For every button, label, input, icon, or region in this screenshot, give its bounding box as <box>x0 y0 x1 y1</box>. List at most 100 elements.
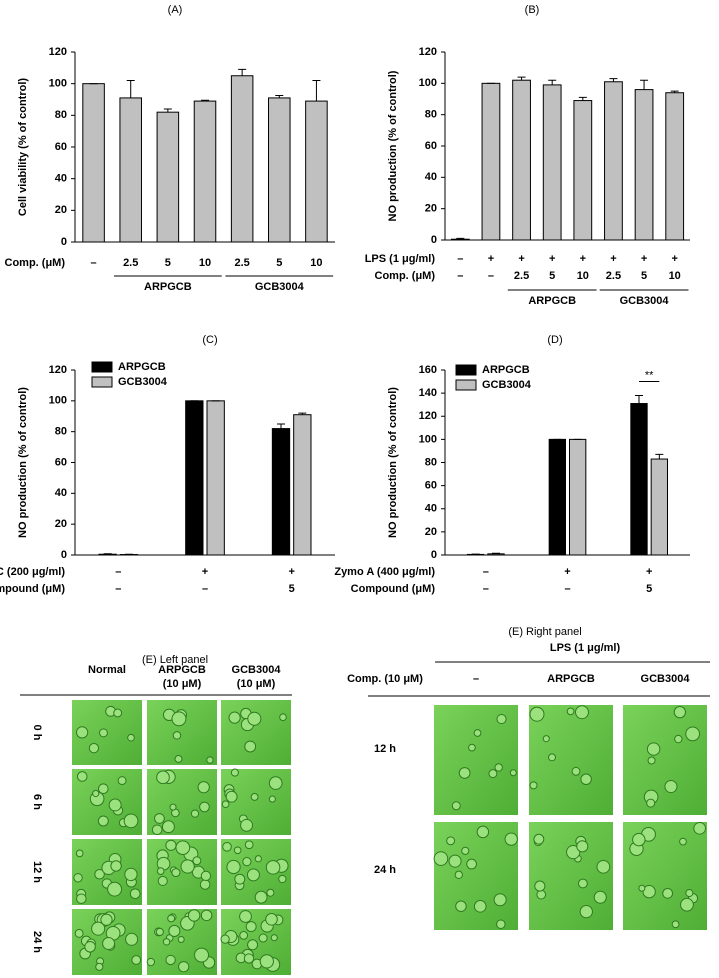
cell <box>433 851 449 866</box>
error-bar <box>640 79 649 90</box>
cell <box>220 934 230 944</box>
cell <box>268 795 276 803</box>
legend-label: GCB3004 <box>118 376 168 388</box>
cell <box>102 936 116 950</box>
row-value: 5 <box>549 270 555 282</box>
cell <box>127 733 135 742</box>
cell <box>97 815 109 827</box>
cell <box>165 954 176 966</box>
y-tick-label: 40 <box>425 171 437 183</box>
row-value: + <box>646 566 652 578</box>
cell <box>169 803 177 811</box>
cell <box>679 837 687 846</box>
row-value: 2.5 <box>514 270 529 282</box>
cell <box>168 924 181 937</box>
cell <box>258 933 268 943</box>
y-tick-label: 80 <box>425 109 437 121</box>
cell <box>244 840 254 850</box>
cell <box>73 873 83 883</box>
cell <box>91 921 106 936</box>
bar <box>185 400 204 556</box>
cell <box>228 711 241 724</box>
row-label: Comp. (μM) <box>5 257 66 269</box>
cell <box>92 789 100 798</box>
row-label: LPS (1 μg/ml) <box>365 253 436 265</box>
row-label: Compound (μM) <box>0 583 65 595</box>
y-tick-label: 60 <box>55 456 67 468</box>
cell <box>247 939 259 951</box>
column-header: GCB3004 <box>641 673 691 685</box>
cell <box>534 880 546 892</box>
cell <box>265 860 281 875</box>
row-value: 5 <box>276 257 282 269</box>
error-bar <box>517 76 526 81</box>
row-value: + <box>549 253 555 265</box>
cell <box>200 870 212 882</box>
row-value: + <box>518 253 524 265</box>
cell <box>473 900 487 913</box>
y-tick-label: 80 <box>55 109 67 121</box>
cell <box>76 893 87 904</box>
error-bar <box>609 78 618 82</box>
row-value: – <box>564 583 570 595</box>
cell <box>574 705 589 720</box>
error-bar <box>277 423 285 429</box>
column-header: ARPGCB <box>547 673 595 685</box>
row-label: 12 h <box>31 861 43 883</box>
cell <box>162 938 171 946</box>
y-tick-label: 80 <box>425 456 437 468</box>
column-header: (10 μM) <box>163 678 202 690</box>
column-header: GCB3004 <box>232 664 282 676</box>
bar <box>271 428 291 556</box>
row-value: – <box>202 583 208 595</box>
cell <box>566 844 581 860</box>
bar <box>206 400 225 556</box>
cell-image <box>529 705 613 815</box>
chart-title: (B) <box>525 4 540 16</box>
cell <box>693 821 706 835</box>
error-bar <box>126 80 135 98</box>
legend-label: ARPGCB <box>118 361 166 373</box>
cell <box>451 801 461 811</box>
cell <box>266 888 275 897</box>
y-axis-label: NO production (% of control) <box>387 387 399 538</box>
y-tick-label: 120 <box>49 364 67 376</box>
cell <box>455 900 467 912</box>
legend-swatch <box>91 361 113 373</box>
y-tick-label: 120 <box>49 46 67 58</box>
error-bar <box>201 99 209 102</box>
cell <box>107 881 123 897</box>
cell <box>250 793 259 801</box>
chart-title: (C) <box>202 334 217 346</box>
y-tick-label: 120 <box>419 410 437 422</box>
cell <box>171 868 181 878</box>
cell <box>671 920 680 929</box>
cell <box>642 885 656 899</box>
y-tick-label: 80 <box>55 426 67 438</box>
cell <box>199 801 210 813</box>
cell <box>129 888 141 900</box>
row-value: – <box>483 566 489 578</box>
cell <box>458 767 471 779</box>
bar <box>268 97 291 243</box>
row-value: + <box>671 253 677 265</box>
bar <box>512 79 531 241</box>
cell <box>461 846 470 855</box>
cell <box>268 776 283 790</box>
cell <box>242 857 252 867</box>
y-tick-label: 120 <box>419 46 437 58</box>
cell <box>123 813 139 829</box>
y-tick-label: 160 <box>419 364 437 376</box>
cell <box>146 957 156 967</box>
cell <box>225 790 238 803</box>
legend-swatch <box>455 364 477 376</box>
cell <box>493 893 507 907</box>
bar <box>650 458 669 556</box>
row-value: 10 <box>577 270 589 282</box>
y-tick-label: 20 <box>425 203 437 215</box>
row-value: 2.5 <box>606 270 621 282</box>
y-tick-label: 100 <box>419 433 437 445</box>
cell <box>74 928 84 938</box>
cell <box>685 726 701 742</box>
cell <box>494 763 503 772</box>
